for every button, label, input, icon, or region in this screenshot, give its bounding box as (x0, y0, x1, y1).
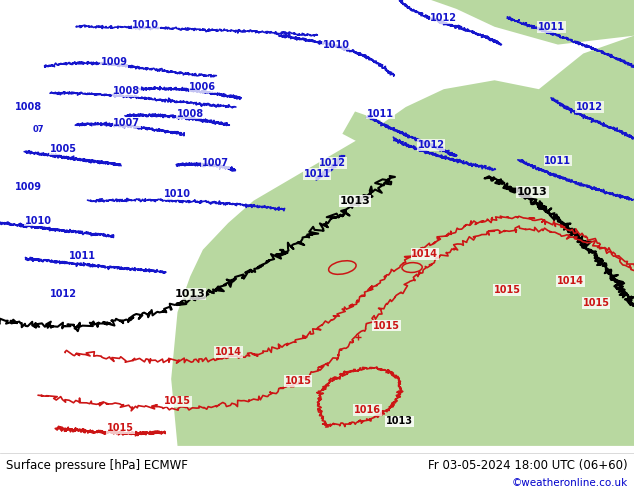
Text: 07: 07 (32, 125, 44, 134)
Text: 1009: 1009 (15, 182, 42, 192)
Text: 1015: 1015 (373, 320, 400, 331)
Text: 1009: 1009 (101, 57, 127, 68)
Text: 1011: 1011 (538, 22, 565, 32)
Text: 1015: 1015 (107, 423, 134, 433)
Text: 1012: 1012 (576, 102, 603, 112)
Text: 1008: 1008 (15, 102, 42, 112)
Text: 1010: 1010 (25, 216, 51, 226)
Text: 1013: 1013 (340, 196, 370, 206)
Text: 1012: 1012 (50, 289, 77, 299)
Text: 1012: 1012 (320, 158, 346, 168)
Text: 1012: 1012 (430, 13, 457, 23)
Text: 1010: 1010 (164, 189, 191, 199)
Polygon shape (431, 0, 634, 45)
Text: 1011: 1011 (367, 109, 394, 119)
Text: Surface pressure [hPa] ECMWF: Surface pressure [hPa] ECMWF (6, 459, 188, 472)
Text: 1008: 1008 (177, 109, 204, 119)
Text: 1013: 1013 (175, 289, 205, 299)
Text: Fr 03-05-2024 18:00 UTC (06+60): Fr 03-05-2024 18:00 UTC (06+60) (428, 459, 628, 472)
Text: 1015: 1015 (583, 298, 609, 308)
Text: 1008: 1008 (113, 86, 140, 97)
Text: 1007: 1007 (202, 158, 229, 168)
Text: 1010: 1010 (133, 20, 159, 29)
Text: 1014: 1014 (557, 276, 584, 286)
Polygon shape (342, 112, 393, 147)
Text: 1015: 1015 (164, 396, 191, 406)
Text: 1015: 1015 (285, 376, 311, 386)
Polygon shape (171, 36, 634, 446)
Text: 1013: 1013 (386, 416, 413, 426)
Polygon shape (431, 107, 507, 151)
Text: 1011: 1011 (69, 251, 96, 261)
Text: 1015: 1015 (494, 285, 521, 295)
Text: 1007: 1007 (113, 118, 140, 127)
Text: 1006: 1006 (190, 82, 216, 92)
Text: 1011: 1011 (545, 155, 571, 166)
Text: 1014: 1014 (411, 249, 438, 259)
Text: 1005: 1005 (50, 145, 77, 154)
Text: 1016: 1016 (354, 405, 381, 415)
Text: ©weatheronline.co.uk: ©weatheronline.co.uk (512, 478, 628, 488)
Text: 1011: 1011 (304, 169, 330, 179)
Text: 1013: 1013 (517, 187, 548, 197)
Text: 1014: 1014 (215, 347, 242, 357)
Text: 1010: 1010 (323, 40, 349, 49)
Text: 1012: 1012 (418, 140, 444, 150)
